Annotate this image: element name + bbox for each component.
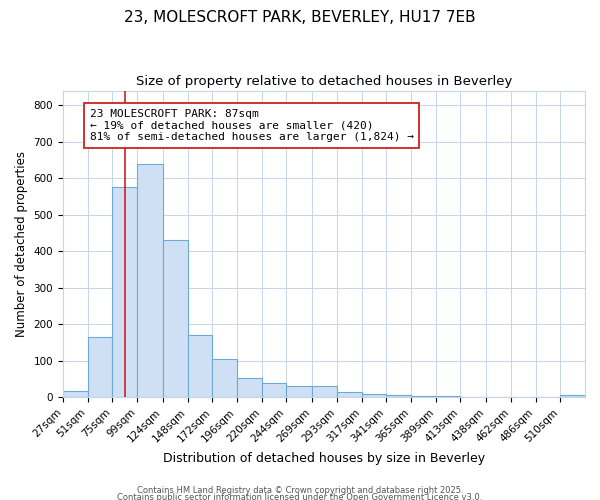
Bar <box>212 360 237 397</box>
Bar <box>312 386 337 397</box>
Text: 23, MOLESCROFT PARK, BEVERLEY, HU17 7EB: 23, MOLESCROFT PARK, BEVERLEY, HU17 7EB <box>124 10 476 25</box>
Text: Contains public sector information licensed under the Open Government Licence v3: Contains public sector information licen… <box>118 494 482 500</box>
Bar <box>411 396 436 397</box>
Bar <box>137 164 163 397</box>
Text: Contains HM Land Registry data © Crown copyright and database right 2025.: Contains HM Land Registry data © Crown c… <box>137 486 463 495</box>
Bar <box>262 383 286 397</box>
Bar <box>163 240 188 397</box>
Bar <box>560 396 585 397</box>
Bar <box>188 335 212 397</box>
X-axis label: Distribution of detached houses by size in Beverley: Distribution of detached houses by size … <box>163 452 485 465</box>
Bar <box>337 392 362 397</box>
Bar <box>88 337 112 397</box>
Bar <box>237 378 262 397</box>
Bar <box>63 390 88 397</box>
Text: 23 MOLESCROFT PARK: 87sqm
← 19% of detached houses are smaller (420)
81% of semi: 23 MOLESCROFT PARK: 87sqm ← 19% of detac… <box>89 109 413 142</box>
Bar <box>362 394 386 397</box>
Y-axis label: Number of detached properties: Number of detached properties <box>15 151 28 337</box>
Bar <box>436 396 460 397</box>
Bar <box>112 188 137 397</box>
Bar <box>286 386 312 397</box>
Title: Size of property relative to detached houses in Beverley: Size of property relative to detached ho… <box>136 75 512 88</box>
Bar <box>386 396 411 397</box>
